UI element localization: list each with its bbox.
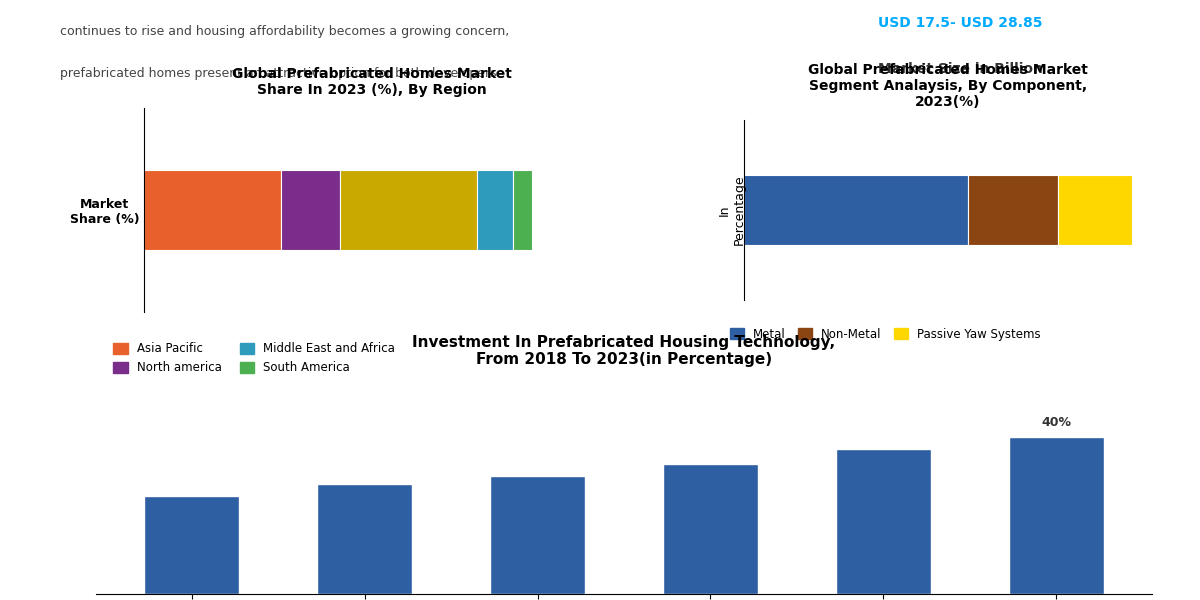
Title: Global Prefabricated Homes Market
Share In 2023 (%), By Region: Global Prefabricated Homes Market Share …	[232, 67, 512, 97]
Bar	[490, 476, 586, 594]
Bar	[317, 484, 412, 594]
Bar	[1009, 437, 1104, 594]
Text: Market Size in Billion: Market Size in Billion	[877, 62, 1043, 76]
Bar	[514, 170, 532, 250]
Bar	[476, 170, 514, 250]
Text: continues to rise and housing affordability becomes a growing concern,: continues to rise and housing affordabil…	[60, 25, 509, 38]
Y-axis label: In
Percentage: In Percentage	[718, 175, 746, 245]
Bar	[1058, 175, 1132, 245]
Text: 40%: 40%	[1042, 416, 1072, 429]
Text: prefabricated homes present an attractive option for both developers: prefabricated homes present an attractiv…	[60, 67, 497, 80]
Title: Investment In Prefabricated Housing Technology,
From 2018 To 2023(in Percentage): Investment In Prefabricated Housing Tech…	[413, 335, 835, 367]
Text: USD 17.5- USD 28.85: USD 17.5- USD 28.85	[877, 16, 1043, 30]
Bar	[340, 170, 476, 250]
Bar	[144, 496, 239, 594]
Bar	[968, 175, 1058, 245]
Bar	[281, 170, 340, 250]
Bar	[744, 175, 968, 245]
Legend: Metal, Non-Metal, Passive Yaw Systems: Metal, Non-Metal, Passive Yaw Systems	[730, 328, 1040, 341]
Bar	[662, 464, 758, 594]
Legend: Asia Pacific, North america, Europe, Middle East and Africa, South America: Asia Pacific, North america, Europe, Mid…	[114, 343, 395, 393]
Bar	[144, 170, 281, 250]
Title: Global Prefabricated Homes Market
Segment Analaysis, By Component,
2023(%): Global Prefabricated Homes Market Segmen…	[808, 63, 1088, 109]
Bar	[836, 449, 931, 594]
